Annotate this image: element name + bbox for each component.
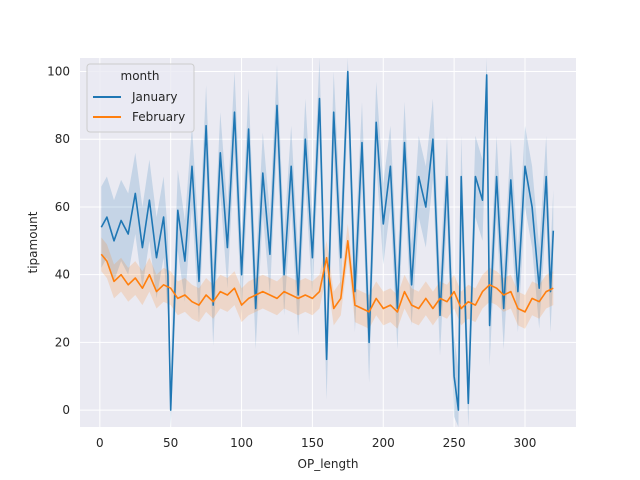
band-january <box>101 58 554 427</box>
x-tick-label: 100 <box>230 436 253 450</box>
x-axis-ticks: 0 50 100 150 200 250 300 <box>96 436 536 450</box>
grid-lines <box>80 58 576 427</box>
x-tick-label: 50 <box>163 436 178 450</box>
x-tick-label: 150 <box>301 436 324 450</box>
x-axis-label: OP_length <box>298 457 359 471</box>
legend-label-february: February <box>132 110 185 124</box>
legend: month January February <box>86 63 195 133</box>
legend-title: month <box>121 69 160 83</box>
y-axis-ticks: 0 20 40 60 80 100 <box>47 65 70 418</box>
series-line-january <box>100 70 555 411</box>
legend-box <box>86 63 195 133</box>
x-tick-label: 200 <box>372 436 395 450</box>
y-tick-label: 60 <box>55 200 70 214</box>
legend-label-january: January <box>131 90 178 104</box>
y-tick-label: 80 <box>55 132 70 146</box>
y-tick-label: 40 <box>55 268 70 282</box>
series-line-february <box>100 240 554 313</box>
series-lines <box>100 70 555 411</box>
x-tick-label: 0 <box>96 436 104 450</box>
x-tick-label: 300 <box>514 436 537 450</box>
y-tick-label: 0 <box>62 403 70 417</box>
y-tick-label: 100 <box>47 65 70 79</box>
y-axis-label: tipamount <box>26 211 40 273</box>
x-tick-label: 250 <box>443 436 466 450</box>
y-tick-label: 20 <box>55 335 70 349</box>
